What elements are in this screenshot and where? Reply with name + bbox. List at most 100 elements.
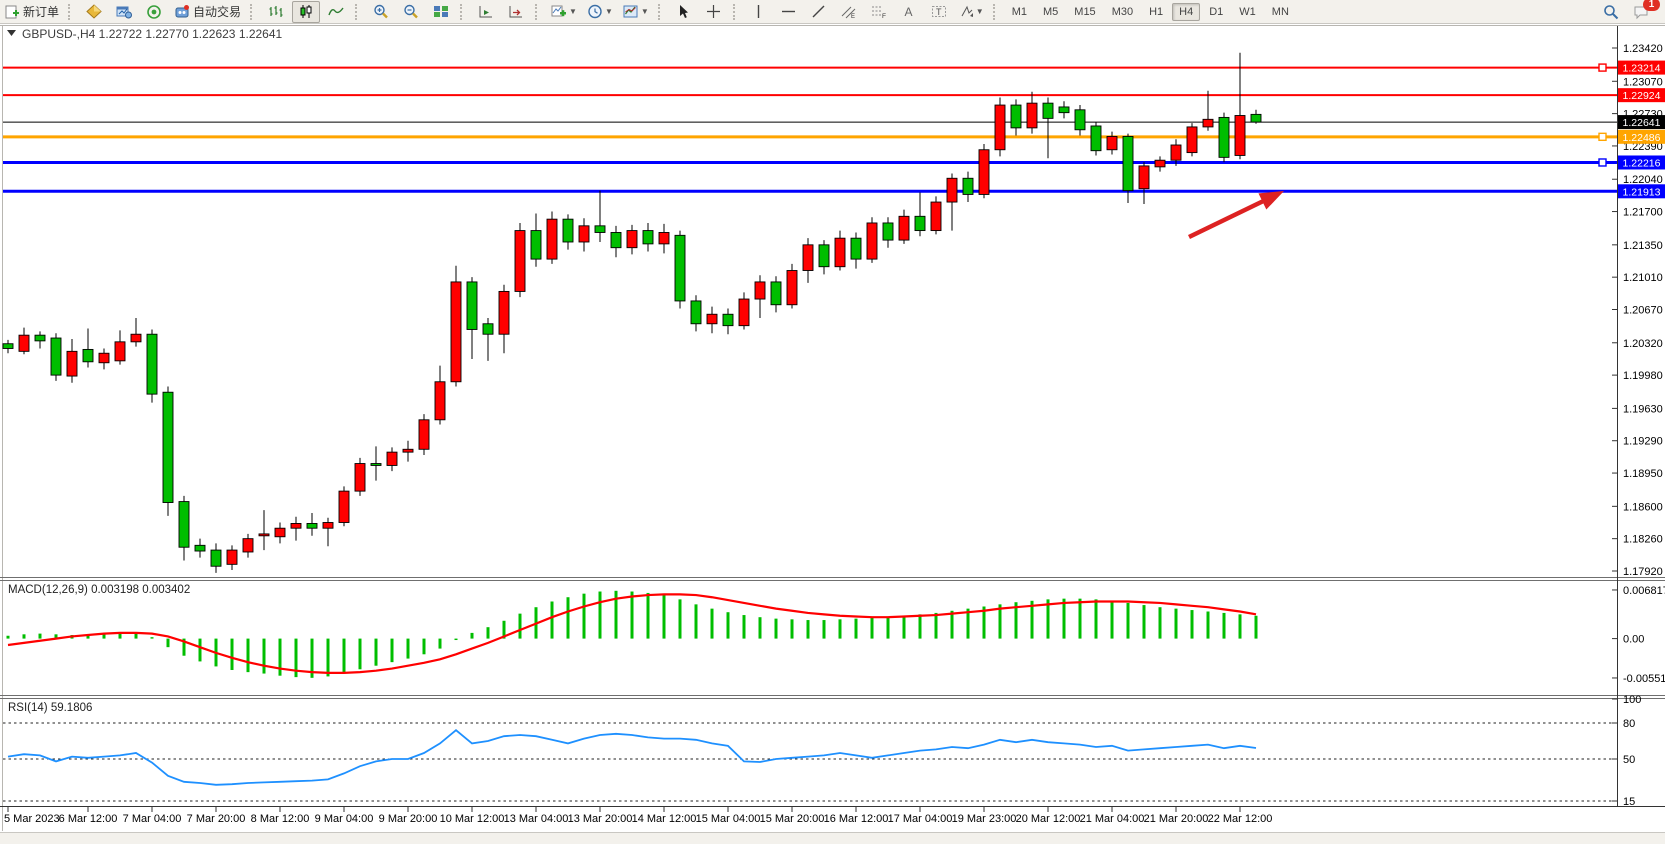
candle-body [146,333,158,395]
tile-windows-button[interactable] [427,1,455,23]
macd-axis-label: 0.006817 [1623,585,1665,597]
timeframe-m1-button[interactable]: M1 [1011,5,1027,18]
candle-body [1042,102,1054,119]
equidistant-channel-button[interactable]: E [835,1,863,23]
price-badge-label: 1.22641 [1623,117,1661,129]
candlestick-chart-button[interactable] [292,0,321,23]
zoom-out-button[interactable] [397,1,425,23]
bar-chart-button[interactable] [262,1,290,23]
candle-body [130,333,142,343]
timeframe-m30-button[interactable]: M30 [1111,5,1134,18]
trend-arrow-annotation[interactable] [1188,197,1267,240]
timeframe-mn-button[interactable]: MN [1271,5,1289,18]
candle-body [722,313,734,327]
price-axis-label: 1.17920 [1623,566,1663,578]
new-order-button[interactable]: 新订单 [1,1,63,23]
market-watch-button[interactable] [140,1,168,23]
chart-title: GBPUSD-,H4 1.22722 1.22770 1.22623 1.226… [22,27,283,41]
auto-scroll-button[interactable] [472,1,500,23]
fibonacci-icon: F [871,6,886,19]
toolbar-grip [460,3,467,20]
candle-body [1106,135,1118,151]
candle-body [802,244,814,271]
fibonacci-button[interactable]: F [865,1,893,23]
macd-axis-label: 0.00 [1623,634,1644,646]
search-icon [1604,4,1619,19]
timeframe-m15-button[interactable]: M15 [1074,5,1096,18]
price-axis-label: 1.18260 [1623,534,1663,546]
toolbar-grip [657,3,665,20]
periods-button[interactable]: ▼ [583,1,617,23]
candle-body [1154,159,1166,168]
candle-body [2,343,14,349]
svg-text:F: F [882,13,886,19]
crosshair-button[interactable] [700,1,728,23]
timeframe-h4-button[interactable]: H4 [1172,2,1201,21]
new-order-icon [5,5,19,19]
profiles-button[interactable] [110,1,138,23]
timeframe-d1-button[interactable]: D1 [1209,5,1224,18]
trendline-button[interactable] [805,1,833,23]
rsi-pane-label: RSI(14) 59.1806 [8,702,92,714]
crosshair-icon [707,5,721,18]
candle-body [82,348,94,363]
candle-body [226,549,238,565]
toolbar-grip [992,3,1000,20]
navigator-button[interactable] [80,1,108,23]
candle-body [578,225,590,243]
auto-trading-button[interactable]: 自动交易 [170,1,245,23]
svg-text:T: T [936,7,942,17]
timeframe-m5-button[interactable]: M5 [1043,5,1059,18]
text-label-button[interactable]: T [925,1,953,23]
notifications-button[interactable]: 1 [1627,0,1660,23]
price-badge-label: 1.22486 [1623,132,1661,144]
time-axis-label: 20 Mar 12:00 [1016,813,1081,825]
arrows-shapes-button[interactable]: ▼ [955,1,988,23]
time-axis-label: 13 Mar 20:00 [568,813,633,825]
trend-arrow-head[interactable] [1258,191,1284,210]
candle-body [386,451,398,466]
line-endpoint-marker[interactable] [1598,63,1607,72]
svg-text:E: E [851,14,855,19]
cursor-button[interactable] [670,1,698,23]
timeframe-h1-button[interactable]: H1 [1149,5,1164,18]
chart-menu-triangle-icon[interactable] [7,30,16,36]
text-icon: A [905,5,913,19]
chart-shift-button[interactable] [502,1,530,23]
navigator-icon [86,4,102,19]
time-axis-label: 10 Mar 12:00 [440,813,505,825]
candle-body [1074,109,1086,131]
price-badge-label: 1.23214 [1623,63,1661,75]
horizontal-line-button[interactable] [775,1,803,23]
candle-body [642,230,654,245]
price-axis-label: 1.21010 [1623,272,1663,284]
text-button[interactable]: A [895,1,923,23]
time-axis-label: 19 Mar 23:00 [952,813,1017,825]
templates-button[interactable]: ▼ [619,1,653,23]
candle-body [34,334,46,342]
candle-body [498,290,510,335]
tile-windows-icon [434,6,449,17]
market-watch-icon [147,5,161,19]
line-endpoint-marker[interactable] [1598,132,1607,142]
time-axis-label: 13 Mar 04:00 [504,813,569,825]
candle-body [690,300,702,325]
timeframe-w1-button[interactable]: W1 [1239,5,1256,18]
search-button[interactable] [1597,1,1625,23]
candle-body [1234,115,1246,156]
candle-body [402,448,414,453]
candle-body [258,533,270,537]
line-chart-button[interactable] [322,1,350,23]
toolbar-grip [355,3,362,20]
timeframe-group: M1 M5 M15 M30 H1 H4 D1 W1 MN [1004,2,1297,21]
candle-body [434,381,446,421]
indicators-button[interactable]: ▼ [547,1,581,23]
toolbar-grip [250,3,257,20]
dropdown-arrow-icon: ▼ [640,7,649,16]
vertical-line-button[interactable] [745,1,773,23]
zoom-in-button[interactable] [367,1,395,23]
candle-body [162,391,174,503]
candle-body [818,244,830,268]
line-endpoint-marker[interactable] [1598,158,1607,167]
